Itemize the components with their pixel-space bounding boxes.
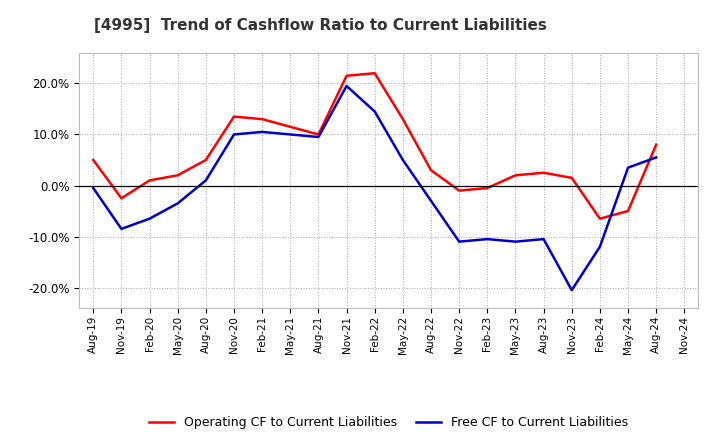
Operating CF to Current Liabilities [455,188,464,193]
Free CF to Current Liabilities [202,178,210,183]
Free CF to Current Liabilities [624,165,632,170]
Free CF to Current Liabilities [539,236,548,242]
Free CF to Current Liabilities [595,244,604,249]
Free CF to Current Liabilities [314,134,323,139]
Operating CF to Current Liabilities [567,175,576,180]
Line: Operating CF to Current Liabilities: Operating CF to Current Liabilities [94,73,656,219]
Line: Free CF to Current Liabilities: Free CF to Current Liabilities [94,86,656,290]
Operating CF to Current Liabilities [595,216,604,221]
Text: [4995]  Trend of Cashflow Ratio to Current Liabilities: [4995] Trend of Cashflow Ratio to Curren… [94,18,546,33]
Operating CF to Current Liabilities [286,124,294,129]
Operating CF to Current Liabilities [117,196,126,201]
Operating CF to Current Liabilities [89,158,98,163]
Operating CF to Current Liabilities [539,170,548,176]
Operating CF to Current Liabilities [174,172,182,178]
Free CF to Current Liabilities [342,83,351,88]
Operating CF to Current Liabilities [202,158,210,163]
Operating CF to Current Liabilities [314,132,323,137]
Operating CF to Current Liabilities [370,70,379,76]
Operating CF to Current Liabilities [483,185,492,191]
Free CF to Current Liabilities [370,109,379,114]
Free CF to Current Liabilities [511,239,520,244]
Free CF to Current Liabilities [117,226,126,231]
Operating CF to Current Liabilities [427,168,436,173]
Free CF to Current Liabilities [145,216,154,221]
Free CF to Current Liabilities [258,129,266,135]
Free CF to Current Liabilities [286,132,294,137]
Operating CF to Current Liabilities [342,73,351,78]
Operating CF to Current Liabilities [511,172,520,178]
Operating CF to Current Liabilities [624,209,632,214]
Operating CF to Current Liabilities [652,142,660,147]
Free CF to Current Liabilities [652,155,660,160]
Free CF to Current Liabilities [567,287,576,293]
Free CF to Current Liabilities [174,201,182,206]
Free CF to Current Liabilities [89,185,98,191]
Operating CF to Current Liabilities [145,178,154,183]
Free CF to Current Liabilities [427,198,436,203]
Free CF to Current Liabilities [483,236,492,242]
Free CF to Current Liabilities [230,132,238,137]
Legend: Operating CF to Current Liabilities, Free CF to Current Liabilities: Operating CF to Current Liabilities, Fre… [144,411,634,434]
Operating CF to Current Liabilities [399,117,408,122]
Free CF to Current Liabilities [455,239,464,244]
Free CF to Current Liabilities [399,158,408,163]
Operating CF to Current Liabilities [230,114,238,119]
Operating CF to Current Liabilities [258,117,266,122]
